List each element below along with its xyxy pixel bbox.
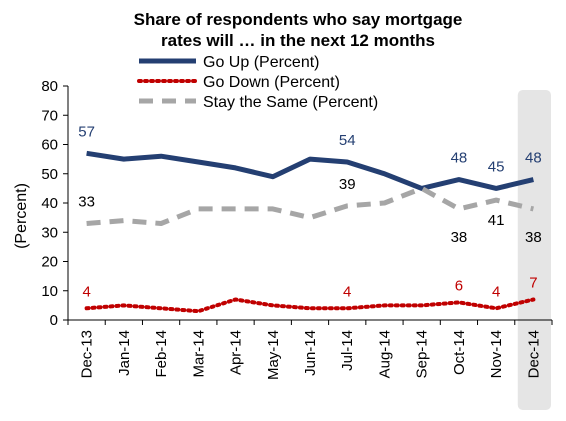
data-label: 38	[525, 229, 542, 246]
highlight-band-dec-14	[517, 90, 551, 410]
x-tick-label: Dec-13	[79, 330, 96, 378]
series-line-0	[86, 150, 534, 191]
y-tick-label: 40	[41, 195, 58, 212]
data-label: 57	[78, 123, 95, 140]
x-axis: Dec-13 Jan-14 Feb-14 Mar-14 Apr-14 May-14 Jun-…	[67, 319, 553, 380]
x-tick-label: Jan-14	[116, 330, 133, 376]
chart-title-line-2: rates will … in the next 12 months	[161, 31, 435, 50]
x-tick-label: Feb-14	[153, 330, 170, 378]
data-label: 41	[488, 212, 505, 229]
data-label: 4	[492, 283, 500, 300]
data-label: 7	[529, 275, 537, 292]
data-label: 4	[82, 283, 90, 300]
y-tick-label: 30	[41, 224, 58, 241]
data-label: 48	[525, 150, 542, 167]
x-tick-label: Mar-14	[190, 330, 207, 378]
legend-label-1: Go Down (Percent)	[203, 74, 340, 91]
legend-label-2: Stay the Same (Percent)	[203, 94, 378, 111]
legend: Go Up (Percent) Go Down (Percent) Stay the…	[137, 54, 378, 111]
series-line-2	[86, 185, 534, 226]
data-label: 45	[488, 158, 505, 175]
series-lines	[84, 150, 536, 314]
x-tick-label: Jun-14	[302, 330, 319, 376]
y-tick-label: 20	[41, 254, 58, 271]
data-label: 4	[343, 283, 351, 300]
y-tick-label: 50	[41, 166, 58, 183]
y-tick-label: 10	[41, 283, 58, 300]
y-tick-label: 70	[41, 107, 58, 124]
legend-label-0: Go Up (Percent)	[203, 54, 319, 71]
data-label: 39	[339, 176, 356, 193]
y-axis-label: (Percent)	[13, 183, 30, 249]
data-labels: 57 54 48 45 48 4 4 6 4 7 33 39 38 41 38	[78, 123, 541, 300]
x-tick-label: May-14	[265, 330, 282, 380]
data-label: 54	[339, 132, 356, 149]
chart-title-line-1: Share of respondents who say mortgage	[134, 10, 463, 29]
y-tick-label: 80	[41, 78, 58, 95]
chart-title: Share of respondents who say mortgage ra…	[134, 10, 463, 50]
x-tick-label: Aug-14	[376, 330, 393, 378]
data-label: 38	[451, 229, 468, 246]
x-tick-label: Nov-14	[488, 330, 505, 378]
x-tick-label: Dec-14	[525, 330, 542, 378]
x-tick-label: Sep-14	[414, 330, 431, 378]
x-tick-label: Apr-14	[228, 330, 245, 375]
y-tick-label: 0	[50, 312, 58, 329]
data-label: 6	[455, 277, 463, 294]
x-tick-label: Jul-14	[339, 330, 356, 371]
data-label: 48	[451, 150, 468, 167]
y-axis: 0 10 20 30 40 50 60 70 80	[41, 78, 69, 329]
series-line-1	[84, 297, 536, 314]
y-tick-label: 60	[41, 137, 58, 154]
data-label: 33	[78, 193, 95, 210]
x-tick-label: Oct-14	[451, 330, 468, 375]
